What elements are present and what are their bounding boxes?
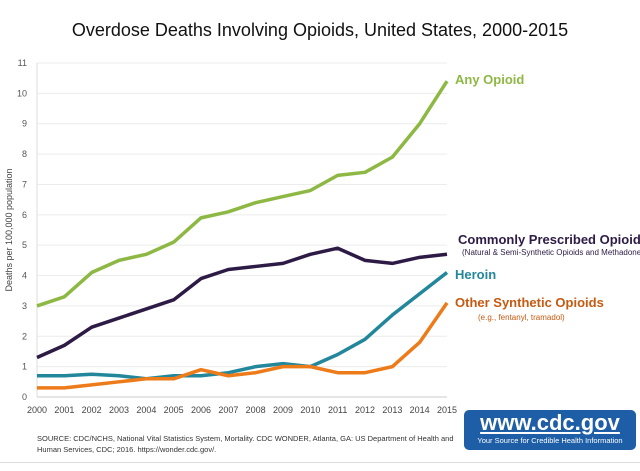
x-tick-label: 2006 [191,405,211,415]
logo-tagline: Your Source for Credible Health Informat… [477,436,623,445]
series-label: Heroin [455,267,496,282]
x-tick-label: 2012 [355,405,375,415]
y-tick-label: 3 [22,301,27,311]
y-tick-label: 10 [17,88,27,98]
series-label: Other Synthetic Opioids [455,295,604,310]
x-tick-label: 2009 [273,405,293,415]
logo-url[interactable]: www.cdc.gov [480,410,620,435]
divider [0,462,640,463]
x-tick-label: 2010 [300,405,320,415]
x-tick-label: 2011 [328,405,347,415]
y-tick-label: 6 [22,210,27,220]
source-note: SOURCE: CDC/NCHS, National Vital Statist… [37,434,454,454]
y-tick-label: 1 [22,362,27,372]
x-tick-label: 2013 [382,405,402,415]
x-tick-label: 2007 [218,405,238,415]
y-tick-label: 2 [22,331,27,341]
y-tick-label: 7 [22,179,27,189]
y-tick-label: 0 [22,392,27,402]
y-tick-label: 9 [22,119,27,129]
series-sublabel: (Natural & Semi-Synthetic Opioids and Me… [462,248,640,257]
x-tick-label: 2001 [54,405,74,415]
series-line-2 [37,271,449,381]
cdc-logo[interactable]: www.cdc.gov Your Source for Credible Hea… [464,410,636,450]
series-line-1 [36,246,448,360]
y-tick-label: 4 [22,271,27,281]
x-tick-label: 2005 [164,405,184,415]
series-label: Any Opioid [455,72,524,87]
x-tick-label: 2002 [82,405,102,415]
series-line-3 [37,301,449,390]
x-tick-label: 2008 [246,405,266,415]
x-tick-label: 2015 [437,405,457,415]
y-tick-label: 5 [22,240,27,250]
chart-title: Overdose Deaths Involving Opioids, Unite… [71,20,569,40]
x-tick-label: 2000 [27,405,47,415]
series-line-0 [36,80,449,308]
y-tick-label: 8 [22,149,27,159]
series-label: Commonly Prescribed Opioids [458,232,640,247]
x-tick-label: 2004 [136,405,156,415]
x-tick-label: 2003 [109,405,129,415]
series-sublabel: (e.g., fentanyl, tramadol) [478,313,565,322]
x-tick-label: 2014 [410,405,430,415]
y-tick-label: 11 [18,58,27,68]
y-axis-label: Deaths per 100,000 population [4,168,14,291]
